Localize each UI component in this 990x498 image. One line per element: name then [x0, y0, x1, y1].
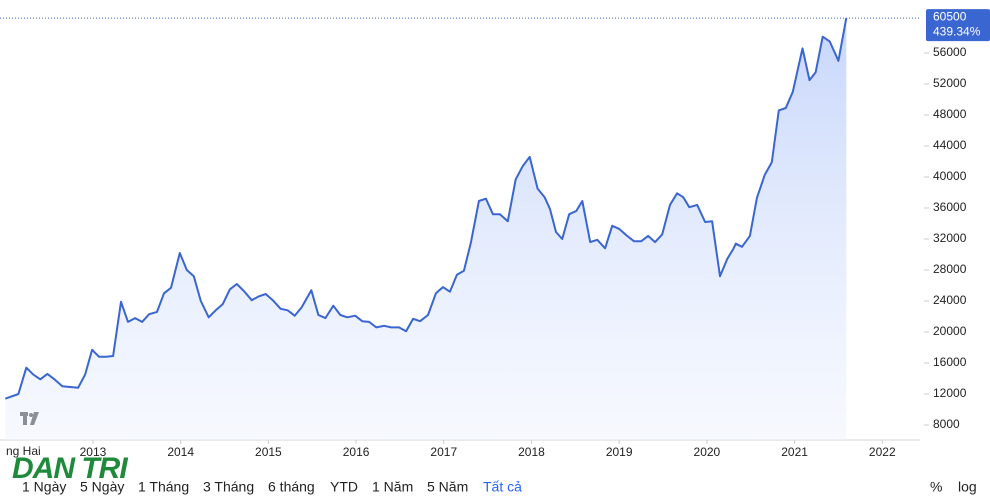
range-button[interactable]: Tất cả — [483, 479, 522, 495]
last-price-tag — [926, 9, 990, 42]
y-tick-label: 48000 — [933, 107, 967, 121]
price-line — [4, 17, 848, 400]
y-tick-label: 24000 — [933, 293, 967, 307]
range-button[interactable]: 1 Tháng — [138, 479, 189, 495]
y-tick-label: 32000 — [933, 231, 967, 245]
y-tick-label: 8000 — [933, 417, 960, 431]
range-button[interactable]: 5 Ngày — [80, 479, 124, 495]
y-tick-label: 20000 — [933, 324, 967, 338]
y-tick-label: 28000 — [933, 262, 967, 276]
range-button[interactable]: YTD — [330, 479, 358, 495]
x-tick-label: 2018 — [518, 445, 545, 459]
y-tick-label: 36000 — [933, 200, 967, 214]
area — [5, 18, 847, 440]
y-tick-label: 56000 — [933, 45, 967, 59]
range-button[interactable]: 3 Tháng — [203, 479, 254, 495]
x-tick-label: 2014 — [167, 445, 194, 459]
x-tick-label: 2021 — [781, 445, 808, 459]
range-button[interactable]: 5 Năm — [427, 479, 468, 495]
scale-button[interactable]: % — [930, 479, 942, 495]
y-tick-label: 52000 — [933, 76, 967, 90]
last-price-label: 60500 — [933, 9, 967, 23]
x-tick-label: 2013 — [80, 445, 107, 459]
x-tick-label: 2022 — [869, 445, 896, 459]
change-label: 439.34% — [933, 24, 981, 38]
range-button[interactable]: 6 tháng — [268, 479, 315, 495]
timeframe-label: ng Hai — [6, 444, 41, 458]
x-tick-label: 2015 — [255, 445, 282, 459]
y-tick-label: 40000 — [933, 169, 967, 183]
y-tick-label: 44000 — [933, 138, 967, 152]
range-button[interactable]: 1 Ngày — [22, 479, 66, 495]
x-tick-label: 2016 — [343, 445, 370, 459]
x-tick-label: 2019 — [606, 445, 633, 459]
y-tick-label: 12000 — [933, 386, 967, 400]
x-tick-label: 2017 — [430, 445, 457, 459]
range-button[interactable]: 1 Năm — [372, 479, 413, 495]
x-tick-label: 2020 — [694, 445, 721, 459]
watermark: DAN TRI — [12, 452, 128, 485]
scale-button[interactable]: log — [958, 479, 977, 495]
y-tick-label: 16000 — [933, 355, 967, 369]
